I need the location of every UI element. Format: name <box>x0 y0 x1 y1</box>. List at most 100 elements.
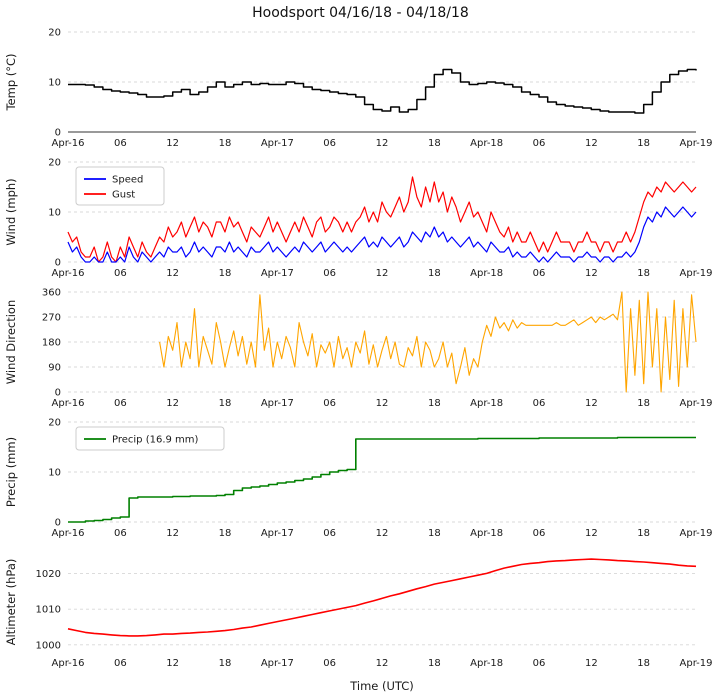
x-tick-label: Apr-19 <box>680 398 713 409</box>
y-tick-label: 0 <box>55 258 61 269</box>
x-tick-label: 06 <box>323 138 336 149</box>
y-tick-label: 360 <box>42 288 61 299</box>
subplot-altimeter: 1000 1010 1020 Altimeter (hPa) Apr-16 06 12 18 A… <box>0 546 721 700</box>
y-tick-label: 20 <box>48 28 61 39</box>
x-tick-label: 06 <box>114 658 127 669</box>
y-axis-label: Precip (mm) <box>4 437 18 507</box>
y-axis-label: Wind Direction <box>4 300 18 385</box>
x-tick-label: Apr-18 <box>470 398 503 409</box>
series-temp <box>68 68 697 114</box>
x-tick-label: 12 <box>585 268 598 279</box>
y-tick-label: 90 <box>48 363 61 374</box>
x-tick-label: 18 <box>637 398 650 409</box>
x-tick-label: Apr-18 <box>470 268 503 279</box>
subplot-temp: 0 10 20 Temp (°C) Apr-16 06 12 18 Apr-17 06 12 18 Ap… <box>0 26 721 156</box>
x-tick-label: 12 <box>166 658 179 669</box>
x-tick-label: 12 <box>376 398 389 409</box>
x-tick-label: 18 <box>637 268 650 279</box>
y-tick-label: 1000 <box>36 640 61 651</box>
x-tick-label: 12 <box>585 138 598 149</box>
x-tick-label: Apr-16 <box>52 398 85 409</box>
series-altimeter <box>67 558 697 637</box>
series-speed <box>67 206 697 263</box>
y-tick-label: 270 <box>42 313 61 324</box>
x-tick-label: 18 <box>428 268 441 279</box>
x-tick-label: 06 <box>114 528 127 539</box>
y-tick-label: 0 <box>55 388 61 399</box>
subplot-temp-plot: 0 10 20 Temp (°C) Apr-16 06 12 18 Apr-17 06 12 18 Ap… <box>4 28 713 150</box>
subplot-precip: 0 10 20 Precip (mm) Apr-16 06 12 18 Apr-17 06 12 18… <box>0 416 721 546</box>
x-tick-label: Apr-19 <box>680 138 713 149</box>
x-tick-label: 18 <box>219 398 232 409</box>
x-tick-label: 06 <box>114 398 127 409</box>
x-tick-label: 12 <box>376 658 389 669</box>
y-tick-label: 0 <box>55 518 61 529</box>
x-tick-label: 18 <box>637 138 650 149</box>
x-tick-label: Apr-18 <box>470 658 503 669</box>
y-tick-label: 20 <box>48 418 61 429</box>
x-tick-label: 06 <box>533 398 546 409</box>
x-tick-label: Apr-19 <box>680 658 713 669</box>
charts-container: 0 10 20 Temp (°C) Apr-16 06 12 18 Apr-17 06 12 18 Ap… <box>0 26 721 700</box>
x-tick-label: 06 <box>323 528 336 539</box>
x-tick-label: 06 <box>533 138 546 149</box>
x-tick-label: 18 <box>637 658 650 669</box>
x-tick-label: 06 <box>114 268 127 279</box>
x-tick-label: 12 <box>166 268 179 279</box>
x-tick-label: 12 <box>376 138 389 149</box>
y-axis-label: Temp (°C) <box>4 53 18 111</box>
x-tick-label: 06 <box>114 138 127 149</box>
x-tick-label: 18 <box>219 528 232 539</box>
subplot-wind-plot: 0 10 20 Wind (mph) Apr-16 06 12 18 Apr-17 06 12 18 A… <box>4 158 713 280</box>
y-axis-label: Altimeter (hPa) <box>4 559 18 646</box>
legend-box <box>75 426 225 451</box>
x-tick-label: 06 <box>323 398 336 409</box>
x-tick-label: 18 <box>428 398 441 409</box>
x-tick-label: Apr-17 <box>261 268 294 279</box>
subplot-precip-plot: 0 10 20 Precip (mm) Apr-16 06 12 18 Apr-17 06 12 18… <box>4 418 713 540</box>
x-tick-label: 18 <box>219 138 232 149</box>
subplot-altimeter-plot: 1000 1010 1020 Altimeter (hPa) Apr-16 06 12 18 A… <box>4 558 713 693</box>
x-tick-label: Apr-16 <box>52 268 85 279</box>
series-gust <box>67 176 697 263</box>
subplot-wind-direction-plot: 0 90 180 270 360 Wind Direction Apr-16 06 12 18 Ap… <box>4 288 713 410</box>
legend-label: Precip (16.9 mm) <box>112 435 199 446</box>
x-tick-label: 12 <box>166 528 179 539</box>
x-tick-label: 06 <box>323 658 336 669</box>
chart-title: Hoodsport 04/16/18 - 04/18/18 <box>252 5 469 21</box>
x-tick-label: Apr-17 <box>261 528 294 539</box>
y-tick-label: 0 <box>55 128 61 139</box>
subplot-wind-direction: 0 90 180 270 360 Wind Direction Apr-16 06 12 18 Ap… <box>0 286 721 416</box>
y-tick-label: 10 <box>48 208 61 219</box>
x-tick-label: 18 <box>428 528 441 539</box>
x-tick-label: 06 <box>533 528 546 539</box>
x-tick-label: 06 <box>323 268 336 279</box>
x-tick-label: Apr-19 <box>680 268 713 279</box>
x-tick-label: 18 <box>219 658 232 669</box>
y-tick-label: 1010 <box>36 605 61 616</box>
x-tick-label: Apr-19 <box>680 528 713 539</box>
x-tick-label: 18 <box>637 528 650 539</box>
y-tick-label: 10 <box>48 78 61 89</box>
subplot-wind: 0 10 20 Wind (mph) Apr-16 06 12 18 Apr-17 06 12 18 A… <box>0 156 721 286</box>
x-tick-label: 18 <box>428 658 441 669</box>
x-tick-label: Apr-17 <box>261 138 294 149</box>
legend-label: Gust <box>112 190 135 201</box>
y-tick-label: 10 <box>48 468 61 479</box>
x-tick-label: Apr-16 <box>52 528 85 539</box>
x-tick-label: 12 <box>166 398 179 409</box>
x-tick-label: 12 <box>376 268 389 279</box>
y-tick-label: 1020 <box>36 569 61 580</box>
series-precip <box>68 436 696 523</box>
x-tick-label: Apr-16 <box>52 138 85 149</box>
x-tick-label: Apr-18 <box>470 528 503 539</box>
series-direction <box>159 291 697 393</box>
x-tick-label: Apr-17 <box>261 658 294 669</box>
x-tick-label: 12 <box>376 528 389 539</box>
legend-label: Speed <box>112 175 143 186</box>
x-tick-label: Apr-18 <box>470 138 503 149</box>
x-tick-label: 18 <box>219 268 232 279</box>
x-tick-label: 12 <box>585 528 598 539</box>
x-tick-label: 06 <box>533 268 546 279</box>
